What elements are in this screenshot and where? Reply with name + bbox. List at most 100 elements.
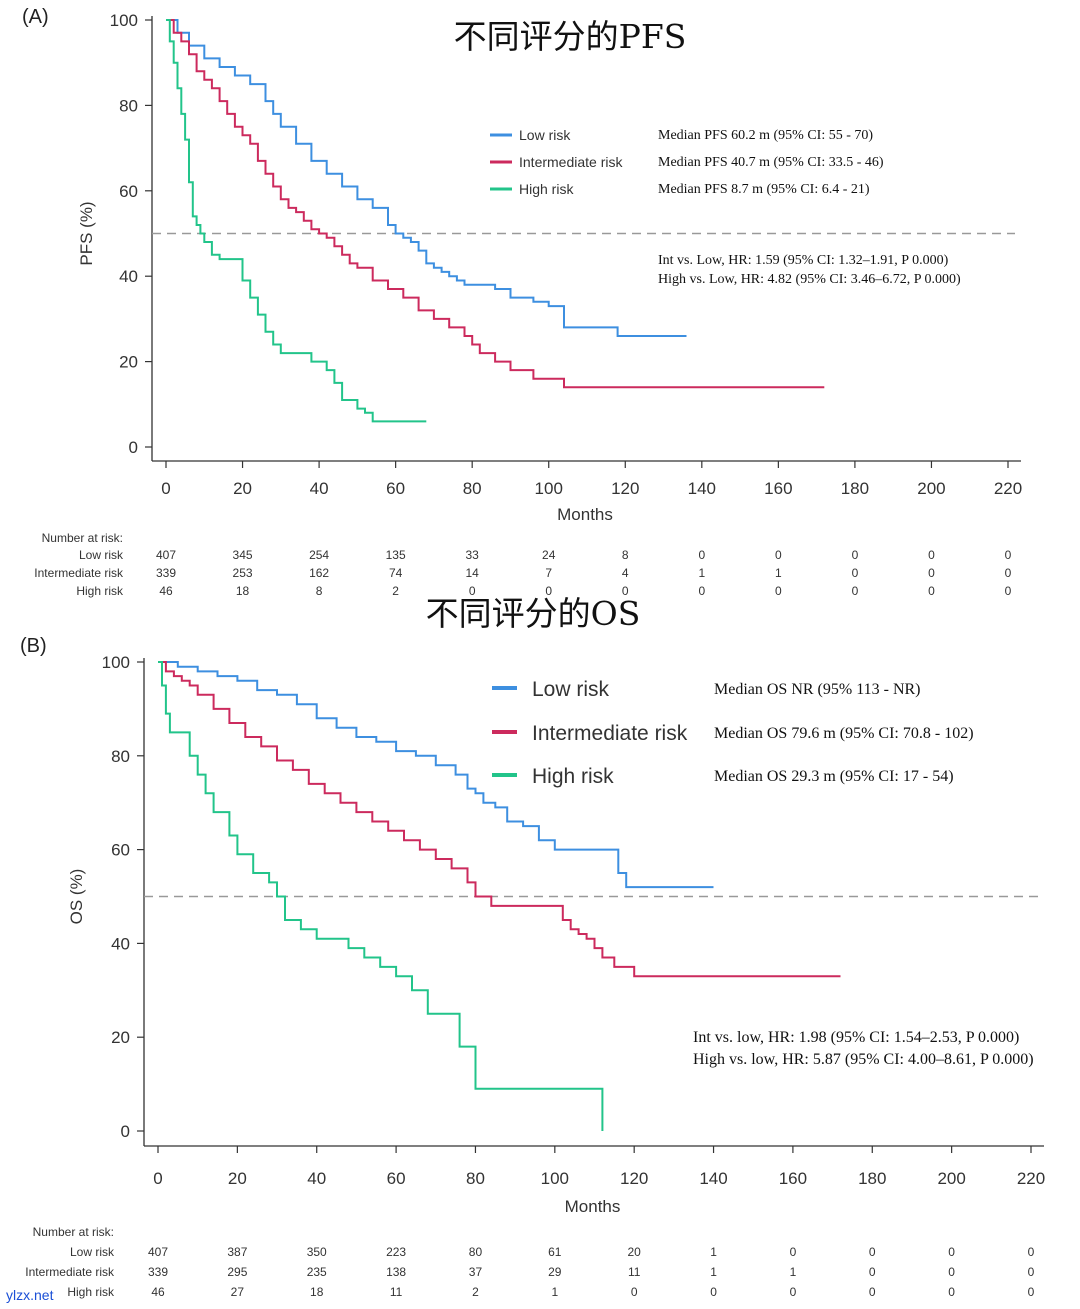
- x-tick-label: 100: [535, 479, 563, 498]
- risk-count: 0: [698, 548, 705, 562]
- legend-median-stat: Median OS 29.3 m (95% CI: 17 - 54): [714, 768, 954, 785]
- watermark: ylzx.net: [6, 1287, 54, 1303]
- risk-count: 2: [392, 584, 399, 598]
- risk-count: 0: [710, 1285, 717, 1299]
- risk-count: 46: [159, 584, 173, 598]
- y-tick-label: 20: [111, 1028, 130, 1047]
- x-tick-label: 200: [917, 479, 945, 498]
- y-axis-label: OS (%): [67, 869, 86, 925]
- risk-count: 0: [928, 548, 935, 562]
- legend-entry: Intermediate risk: [532, 722, 688, 745]
- risk-count: 80: [469, 1245, 483, 1259]
- y-tick-label: 0: [121, 1122, 130, 1141]
- risk-count: 33: [466, 548, 480, 562]
- legend-entry: High risk: [519, 181, 574, 197]
- series-line-high: [158, 661, 604, 1131]
- risk-count: 0: [869, 1285, 876, 1299]
- x-tick-label: 80: [463, 479, 482, 498]
- legend-entry: High risk: [532, 765, 614, 788]
- x-tick-label: 220: [1017, 1169, 1045, 1188]
- risk-row-label: High risk: [76, 584, 124, 598]
- risk-count: 407: [156, 548, 176, 562]
- y-tick-label: 20: [119, 353, 138, 372]
- risk-count: 0: [631, 1285, 638, 1299]
- x-tick-label: 100: [541, 1169, 569, 1188]
- risk-count: 254: [309, 548, 329, 562]
- x-tick-label: 0: [161, 479, 170, 498]
- legend-entry: Low risk: [532, 678, 610, 701]
- risk-count: 350: [307, 1245, 327, 1259]
- legend-median-stat: Median PFS 40.7 m (95% CI: 33.5 - 46): [658, 155, 884, 170]
- risk-count: 0: [928, 566, 935, 580]
- y-tick-label: 40: [119, 267, 138, 286]
- legend-median-stat: Median OS 79.6 m (95% CI: 70.8 - 102): [714, 725, 974, 742]
- risk-count: 253: [233, 566, 253, 580]
- hazard-ratio-text: High vs. Low, HR: 4.82 (95% CI: 3.46–6.7…: [658, 272, 961, 287]
- y-tick-label: 40: [111, 934, 130, 953]
- series-line-low: [158, 661, 714, 889]
- risk-count: 20: [628, 1245, 642, 1259]
- y-tick-label: 60: [119, 182, 138, 201]
- x-tick-label: 120: [611, 479, 639, 498]
- risk-count: 0: [790, 1285, 797, 1299]
- risk-row-label: High risk: [67, 1285, 115, 1299]
- x-tick-label: 180: [841, 479, 869, 498]
- legend-median-stat: Median OS NR (95% 113 - NR): [714, 681, 921, 698]
- risk-count: 138: [386, 1265, 406, 1279]
- x-tick-label: 120: [620, 1169, 648, 1188]
- risk-count: 0: [948, 1245, 955, 1259]
- risk-count: 0: [1005, 566, 1012, 580]
- risk-count: 18: [236, 584, 250, 598]
- risk-count: 0: [852, 584, 859, 598]
- legend-median-stat: Median PFS 8.7 m (95% CI: 6.4 - 21): [658, 182, 870, 197]
- risk-count: 0: [1028, 1245, 1035, 1259]
- panel-label: (B): [20, 635, 47, 657]
- risk-count: 0: [852, 566, 859, 580]
- risk-row-label: Low risk: [70, 1245, 115, 1259]
- risk-count: 339: [156, 566, 176, 580]
- risk-count: 8: [316, 584, 323, 598]
- chart-title: 不同评分的PFS: [454, 17, 687, 56]
- risk-count: 135: [386, 548, 406, 562]
- series-line-high: [166, 19, 427, 423]
- risk-count: 1: [698, 566, 705, 580]
- risk-table-header: Number at risk:: [33, 1225, 114, 1239]
- risk-count: 0: [1028, 1285, 1035, 1299]
- x-axis-label: Months: [557, 505, 613, 524]
- risk-count: 1: [710, 1245, 717, 1259]
- risk-count: 0: [869, 1265, 876, 1279]
- x-tick-label: 140: [688, 479, 716, 498]
- risk-count: 345: [233, 548, 253, 562]
- risk-count: 37: [469, 1265, 483, 1279]
- x-tick-label: 60: [387, 1169, 406, 1188]
- risk-count: 4: [622, 566, 629, 580]
- y-tick-label: 60: [111, 841, 130, 860]
- risk-count: 8: [622, 548, 629, 562]
- x-tick-label: 80: [466, 1169, 485, 1188]
- risk-count: 0: [622, 584, 629, 598]
- x-tick-label: 40: [310, 479, 329, 498]
- x-tick-label: 220: [994, 479, 1022, 498]
- y-tick-label: 100: [102, 653, 130, 672]
- risk-count: 0: [948, 1285, 955, 1299]
- risk-count: 0: [852, 548, 859, 562]
- panel-label: (A): [22, 6, 49, 28]
- risk-count: 1: [710, 1265, 717, 1279]
- risk-count: 407: [148, 1245, 168, 1259]
- chart-title: 不同评分的OS: [426, 594, 641, 633]
- y-tick-label: 0: [129, 438, 138, 457]
- risk-count: 0: [869, 1245, 876, 1259]
- risk-count: 11: [390, 1285, 403, 1299]
- hazard-ratio-text: Int vs. low, HR: 1.98 (95% CI: 1.54–2.53…: [693, 1029, 1019, 1046]
- risk-count: 61: [548, 1245, 562, 1259]
- hazard-ratio-text: Int vs. Low, HR: 1.59 (95% CI: 1.32–1.91…: [658, 253, 949, 268]
- x-axis-label: Months: [565, 1197, 621, 1216]
- y-axis-label: PFS (%): [77, 201, 96, 265]
- risk-count: 235: [307, 1265, 327, 1279]
- x-tick-label: 180: [858, 1169, 886, 1188]
- risk-row-label: Intermediate risk: [34, 566, 124, 580]
- risk-row-label: Low risk: [79, 548, 124, 562]
